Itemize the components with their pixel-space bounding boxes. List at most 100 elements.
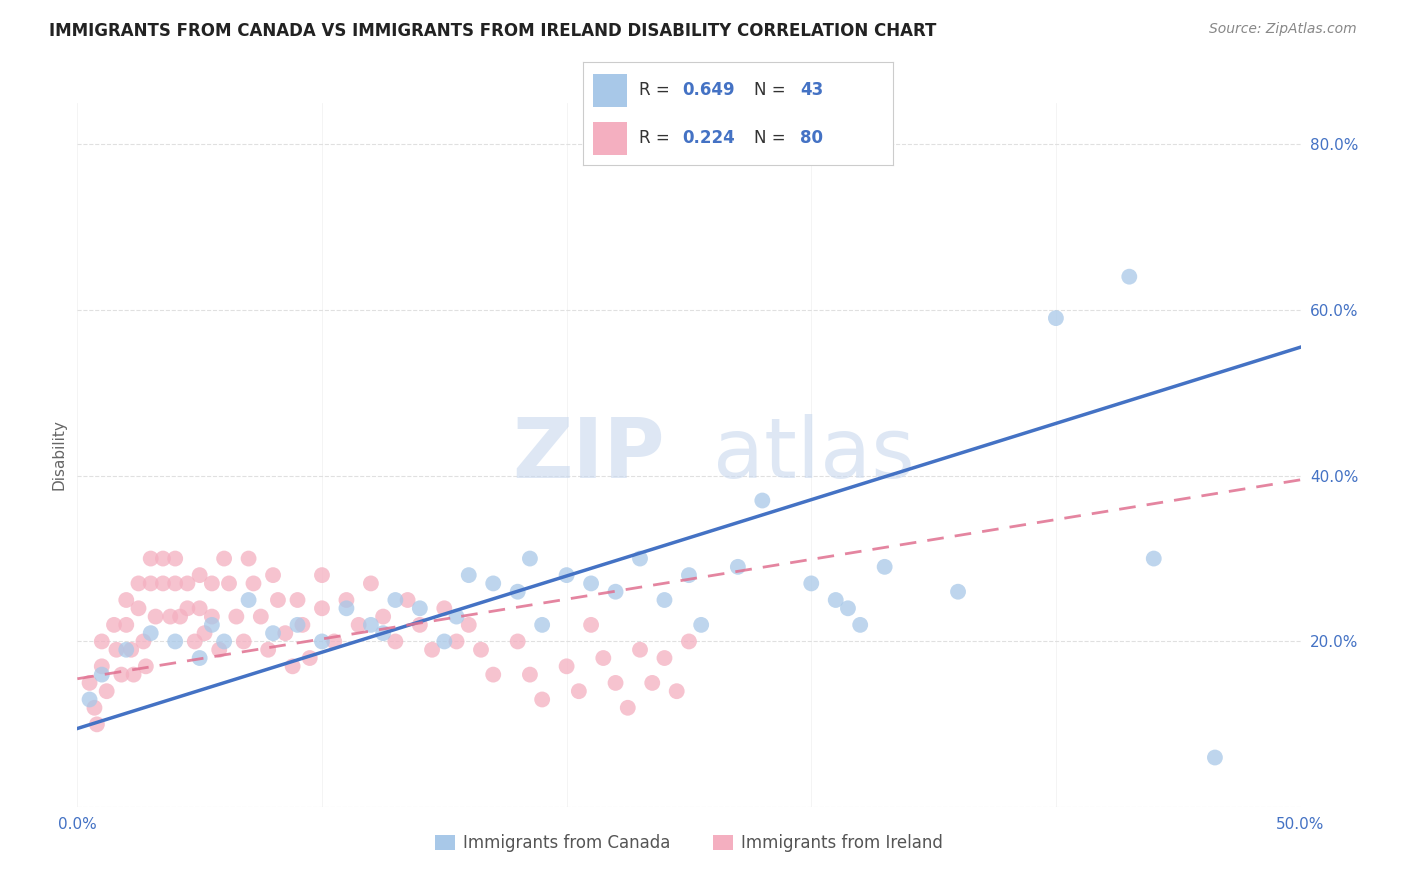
Point xyxy=(169,609,191,624)
Point xyxy=(849,618,872,632)
FancyBboxPatch shape xyxy=(593,74,627,106)
Point xyxy=(139,551,162,566)
Point xyxy=(360,576,382,591)
Point xyxy=(617,700,640,714)
Point xyxy=(678,634,700,648)
Point xyxy=(110,667,132,681)
Point xyxy=(218,576,240,591)
Point xyxy=(287,618,309,632)
Point xyxy=(152,551,174,566)
Point xyxy=(96,684,118,698)
Point xyxy=(873,559,896,574)
Point xyxy=(281,659,304,673)
Point xyxy=(212,634,235,648)
Text: atlas: atlas xyxy=(713,415,915,495)
Point xyxy=(201,618,224,632)
Point xyxy=(287,593,309,607)
Point xyxy=(208,642,231,657)
Point xyxy=(531,692,554,706)
Point xyxy=(531,618,554,632)
Point xyxy=(145,609,167,624)
Point xyxy=(384,593,406,607)
Point xyxy=(79,676,101,690)
Point xyxy=(1143,551,1166,566)
Point xyxy=(592,651,614,665)
Text: Source: ZipAtlas.com: Source: ZipAtlas.com xyxy=(1209,22,1357,37)
Text: N =: N = xyxy=(754,81,790,99)
Text: IMMIGRANTS FROM CANADA VS IMMIGRANTS FROM IRELAND DISABILITY CORRELATION CHART: IMMIGRANTS FROM CANADA VS IMMIGRANTS FRO… xyxy=(49,22,936,40)
Point xyxy=(506,634,529,648)
Point xyxy=(519,551,541,566)
Point xyxy=(446,634,468,648)
Point xyxy=(335,593,357,607)
Point xyxy=(176,601,198,615)
Point xyxy=(628,551,651,566)
Point xyxy=(335,601,357,615)
Point xyxy=(311,634,333,648)
Point xyxy=(298,651,321,665)
Point xyxy=(605,584,627,599)
Point xyxy=(690,618,713,632)
Text: ZIP: ZIP xyxy=(512,415,665,495)
Point xyxy=(1204,750,1226,764)
Point xyxy=(90,659,112,673)
Point xyxy=(201,609,224,624)
Point xyxy=(115,618,138,632)
Point xyxy=(347,618,370,632)
Point xyxy=(311,568,333,582)
Point xyxy=(132,634,155,648)
Point xyxy=(184,634,207,648)
Point xyxy=(665,684,688,698)
Point xyxy=(384,634,406,648)
Point xyxy=(79,692,101,706)
Text: 43: 43 xyxy=(800,81,824,99)
Text: 80: 80 xyxy=(800,128,823,147)
Point xyxy=(311,601,333,615)
Point xyxy=(482,576,505,591)
Point xyxy=(654,593,676,607)
Point xyxy=(188,651,211,665)
Point xyxy=(824,593,846,607)
Point xyxy=(115,642,138,657)
Point xyxy=(274,626,297,640)
Point xyxy=(371,626,394,640)
Point xyxy=(165,576,187,591)
Legend: Immigrants from Canada, Immigrants from Ireland: Immigrants from Canada, Immigrants from … xyxy=(429,828,949,859)
Point xyxy=(568,684,591,698)
Point xyxy=(176,576,198,591)
Point xyxy=(135,659,157,673)
Y-axis label: Disability: Disability xyxy=(51,419,66,491)
Point xyxy=(250,609,273,624)
Point xyxy=(433,601,456,615)
Point xyxy=(641,676,664,690)
Point xyxy=(262,568,284,582)
Point xyxy=(605,676,627,690)
Point xyxy=(267,593,290,607)
Point xyxy=(238,551,260,566)
Point xyxy=(86,717,108,731)
Point xyxy=(579,618,602,632)
Point xyxy=(90,634,112,648)
Point xyxy=(90,667,112,681)
Point xyxy=(457,618,479,632)
Point xyxy=(115,593,138,607)
Point xyxy=(188,601,211,615)
Point xyxy=(433,634,456,648)
Point xyxy=(122,667,145,681)
Point xyxy=(409,618,432,632)
Point xyxy=(127,601,149,615)
Point xyxy=(457,568,479,582)
Point xyxy=(946,584,969,599)
Text: N =: N = xyxy=(754,128,790,147)
Point xyxy=(212,551,235,566)
Point xyxy=(519,667,541,681)
Point xyxy=(678,568,700,582)
Point xyxy=(188,568,211,582)
Point xyxy=(371,609,394,624)
Point xyxy=(105,642,128,657)
Point xyxy=(1045,311,1067,326)
Point xyxy=(257,642,280,657)
Text: R =: R = xyxy=(640,128,675,147)
Point xyxy=(238,593,260,607)
Point xyxy=(242,576,264,591)
